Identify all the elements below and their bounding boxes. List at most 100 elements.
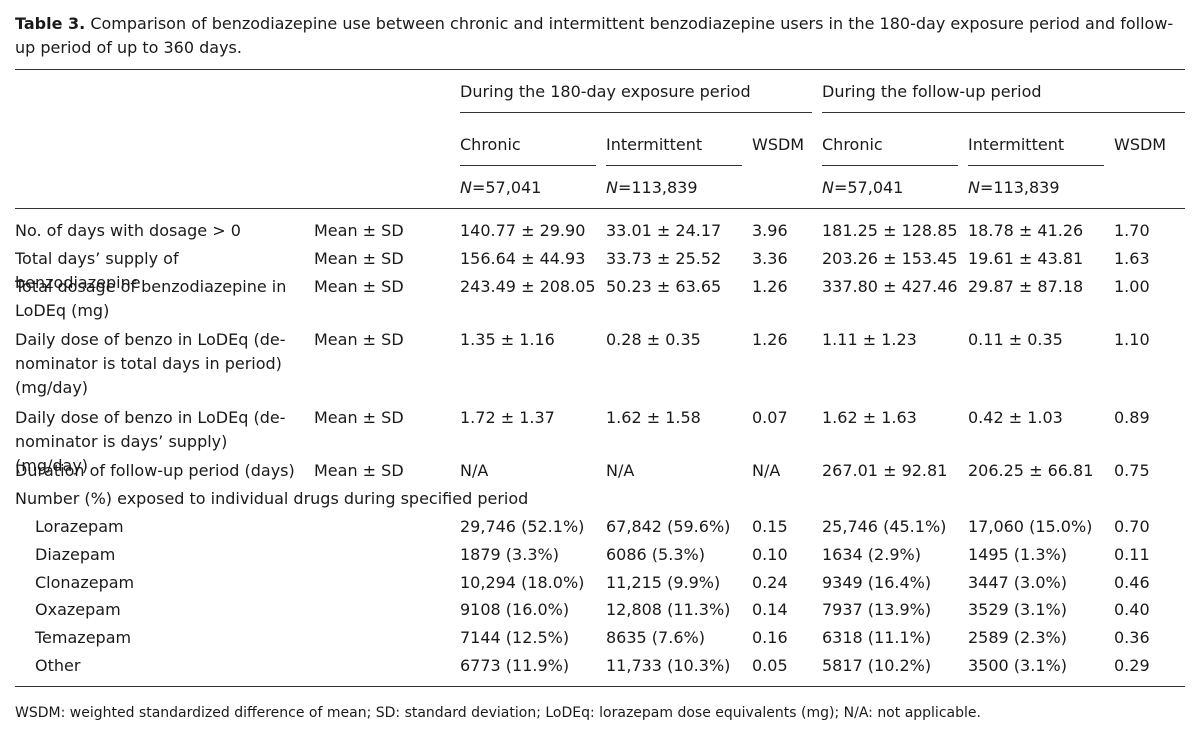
table-cell: 1.62 ± 1.63 bbox=[822, 408, 917, 427]
table-cell: 0.16 bbox=[752, 628, 788, 648]
table-cell: 11,215 (9.9%) bbox=[606, 572, 721, 592]
table-cell: 0.10 bbox=[752, 544, 788, 564]
table-cell: 0.11 bbox=[1114, 544, 1150, 564]
table-cell: 0.40 bbox=[1114, 600, 1150, 620]
table-cell: 0.36 bbox=[1114, 628, 1150, 648]
bottom-rule bbox=[15, 686, 1185, 687]
exp-intermittent-rule bbox=[606, 165, 742, 166]
table-cell: 6318 (11.1%) bbox=[822, 628, 932, 648]
fu-chronic-rule bbox=[822, 165, 958, 166]
table-cell: 0.24 bbox=[752, 572, 788, 592]
row-stat: Mean ± SD bbox=[314, 330, 404, 349]
table-cell: 17,060 (15.0%) bbox=[968, 517, 1093, 536]
n-fu-intermittent: N=113,839 bbox=[968, 178, 1060, 197]
row-label: Daily dose of benzo in LoDEq (de-nominat… bbox=[15, 330, 286, 397]
table-title: Comparison of benzodiazepine use between… bbox=[15, 14, 1174, 57]
table-cell: 6773 (11.9%) bbox=[460, 656, 570, 675]
table-cell: 8635 (7.6%) bbox=[606, 628, 705, 648]
table-cell: 1.63 bbox=[1114, 249, 1150, 268]
table-cell: 206.25 ± 66.81 bbox=[968, 461, 1094, 480]
table-label: Table 3. bbox=[15, 14, 86, 33]
table-cell: 6086 (5.3%) bbox=[606, 544, 705, 564]
drug-label: Temazepam bbox=[35, 628, 132, 648]
table-cell: 0.14 bbox=[752, 600, 788, 620]
row-stat: Mean ± SD bbox=[314, 249, 404, 268]
row-stat: Mean ± SD bbox=[314, 221, 404, 240]
header-fu-chronic: Chronic bbox=[822, 135, 883, 154]
table-cell: 181.25 ± 128.85 bbox=[822, 221, 958, 240]
table-cell: 7144 (12.5%) bbox=[460, 628, 570, 648]
table-cell: 9349 (16.4%) bbox=[822, 572, 932, 592]
row-stat: Mean ± SD bbox=[314, 277, 404, 296]
drug-label: Lorazepam bbox=[35, 517, 124, 536]
table-caption: Table 3. Comparison of benzodiazepine us… bbox=[15, 12, 1175, 60]
table-cell: 1.62 ± 1.58 bbox=[606, 408, 701, 427]
table-cell: 10,294 (18.0%) bbox=[460, 572, 585, 592]
header-followup-period: During the follow-up period bbox=[822, 82, 1042, 101]
table-cell: 203.26 ± 153.45 bbox=[822, 249, 958, 268]
table-cell: 5817 (10.2%) bbox=[822, 656, 932, 675]
table-cell: 1.70 bbox=[1114, 221, 1150, 240]
table-cell: 1634 (2.9%) bbox=[822, 544, 921, 564]
table-cell: 3529 (3.1%) bbox=[968, 600, 1067, 620]
table-cell: 0.15 bbox=[752, 517, 788, 536]
table-cell: 1.35 ± 1.16 bbox=[460, 330, 555, 349]
table-cell: 19.61 ± 43.81 bbox=[968, 249, 1084, 268]
table-cell: 25,746 (45.1%) bbox=[822, 517, 947, 536]
drug-label: Clonazepam bbox=[35, 572, 135, 592]
table-cell: 1495 (1.3%) bbox=[968, 544, 1067, 564]
drug-label: Oxazepam bbox=[35, 600, 121, 620]
row-stat: Mean ± SD bbox=[314, 408, 404, 427]
drug-label: Diazepam bbox=[35, 544, 116, 564]
top-rule bbox=[15, 69, 1185, 70]
table-cell: 0.05 bbox=[752, 656, 788, 675]
table-cell: N/A bbox=[606, 461, 635, 480]
table-cell: 7937 (13.9%) bbox=[822, 600, 932, 620]
table-cell: 0.29 bbox=[1114, 656, 1150, 675]
n-exp-chronic: N=57,041 bbox=[460, 178, 542, 197]
table-cell: 12,808 (11.3%) bbox=[606, 600, 731, 620]
table-cell: 29.87 ± 87.18 bbox=[968, 277, 1084, 296]
header-exp-intermittent: Intermittent bbox=[606, 135, 703, 154]
table-cell: 337.80 ± 427.46 bbox=[822, 277, 958, 296]
table-cell: 0.89 bbox=[1114, 408, 1150, 427]
table-cell: 3447 (3.0%) bbox=[968, 572, 1067, 592]
n-fu-chronic: N=57,041 bbox=[822, 178, 904, 197]
table-cell: 3.36 bbox=[752, 249, 788, 268]
exp-chronic-rule bbox=[460, 165, 596, 166]
table-cell: 1.26 bbox=[752, 330, 788, 349]
table-cell: 29,746 (52.1%) bbox=[460, 517, 585, 536]
table-cell: 33.73 ± 25.52 bbox=[606, 249, 722, 268]
n-exp-intermittent: N=113,839 bbox=[606, 178, 698, 197]
row-label: No. of days with dosage > 0 bbox=[15, 221, 241, 240]
table-cell: 1.72 ± 1.37 bbox=[460, 408, 555, 427]
header-fu-wsdm: WSDM bbox=[1114, 135, 1167, 154]
followup-period-rule bbox=[822, 112, 1185, 113]
table-cell: 2589 (2.3%) bbox=[968, 628, 1067, 648]
table-cell: N/A bbox=[752, 461, 781, 480]
row-label: Duration of follow-up period (days) bbox=[15, 461, 295, 480]
table-cell: 1879 (3.3%) bbox=[460, 544, 559, 564]
table-cell: 0.28 ± 0.35 bbox=[606, 330, 701, 349]
table-cell: 1.10 bbox=[1114, 330, 1150, 349]
table-cell: 3500 (3.1%) bbox=[968, 656, 1067, 675]
row-label: Total days’ supply of benzodiazepine bbox=[15, 249, 179, 292]
row-label: Total dosage of benzodiazepine in LoDEq … bbox=[15, 277, 287, 320]
table-cell: 0.11 ± 0.35 bbox=[968, 330, 1063, 349]
row-label: Daily dose of benzo in LoDEq (de-nominat… bbox=[15, 408, 286, 475]
table-cell: 33.01 ± 24.17 bbox=[606, 221, 722, 240]
header-fu-intermittent: Intermittent bbox=[968, 135, 1065, 154]
table-footnote: WSDM: weighted standardized difference o… bbox=[15, 705, 981, 721]
header-exp-wsdm: WSDM bbox=[752, 135, 805, 154]
header-exp-chronic: Chronic bbox=[460, 135, 521, 154]
table-cell: 267.01 ± 92.81 bbox=[822, 461, 948, 480]
table-cell: 1.11 ± 1.23 bbox=[822, 330, 917, 349]
table-cell: 0.46 bbox=[1114, 572, 1150, 592]
table-cell: 0.07 bbox=[752, 408, 788, 427]
table-cell: 18.78 ± 41.26 bbox=[968, 221, 1084, 240]
table-cell: 1.26 bbox=[752, 277, 788, 296]
table-cell: 0.75 bbox=[1114, 461, 1150, 480]
table-cell: 3.96 bbox=[752, 221, 788, 240]
table-cell: 50.23 ± 63.65 bbox=[606, 277, 722, 296]
exposure-period-rule bbox=[460, 112, 812, 113]
